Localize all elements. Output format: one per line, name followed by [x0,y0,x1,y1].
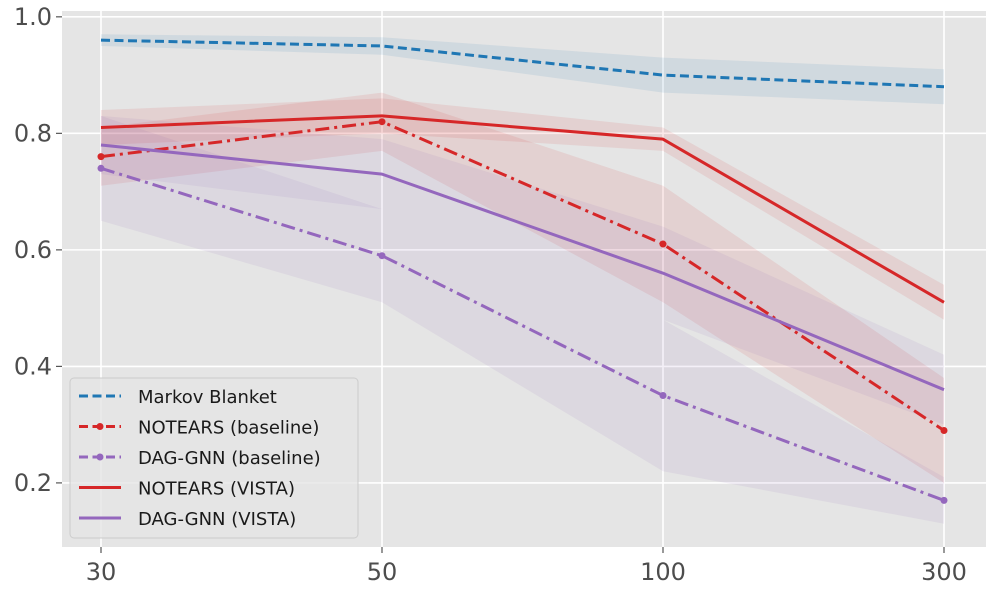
band-notears-vista [101,98,944,320]
legend-marker-notears-baseline [96,423,104,430]
band-notears-baseline [101,92,944,483]
series-line-dag-gnn-vista [100,143,945,392]
legend: Markov Blanket NOTEARS (baseline) DAG-GNN … [69,377,359,539]
data-point-notears-baseline [97,153,105,161]
series-line-notears-baseline [100,120,945,432]
series-lines [100,38,945,502]
legend-marker-dag-gnn-baseline [96,453,104,461]
series-line-dag-gnn-baseline [100,166,945,502]
data-point-dag-gnn-baseline [97,164,105,172]
series-line-markov-blanket [100,38,945,89]
y-tick-label: 0.6 [14,236,52,264]
legend-box [69,377,359,539]
legend-label-notears-baseline: NOTEARS (baseline) [138,418,319,439]
y-tick-label: 0.4 [14,352,52,380]
x-tick-label: 300 [921,558,967,586]
legend-label-notears-vista: NOTEARS (VISTA) [138,479,295,500]
data-point-dag-gnn-baseline [940,496,948,504]
data-point-dag-gnn-baseline [659,392,667,400]
y-tick-label: 1.0 [14,3,52,31]
legend-label-markov-blanket: Markov Blanket [138,387,277,408]
x-tick-label: 50 [367,558,398,586]
legend-label-dag-gnn-baseline: DAG-GNN (baseline) [138,448,321,469]
y-tick-label: 0.2 [14,469,52,497]
y-tick-label: 0.8 [14,119,52,147]
x-axis: 30 50 100 300 [86,547,967,586]
data-point-dag-gnn-baseline [378,252,386,260]
band-markov-blanket [101,34,944,105]
band-dag-gnn-vista [101,115,944,425]
y-axis: 0.2 0.4 0.6 0.8 1.0 [14,3,62,497]
legend-label-dag-gnn-vista: DAG-GNN (VISTA) [138,509,296,530]
series-line-notears-vista [100,114,945,304]
x-tick-label: 30 [86,558,117,586]
data-point-notears-baseline [378,118,386,126]
x-tick-label: 100 [640,558,686,586]
series-markers [97,118,948,504]
data-point-notears-baseline [659,240,667,248]
data-point-notears-baseline [940,426,948,434]
